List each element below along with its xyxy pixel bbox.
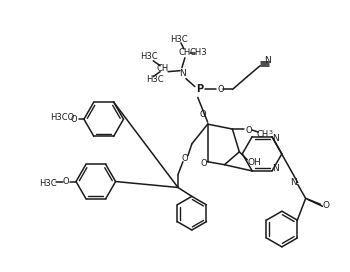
- Text: O: O: [201, 159, 207, 168]
- Text: OH: OH: [247, 158, 261, 167]
- Text: N: N: [290, 178, 297, 187]
- Text: N: N: [273, 134, 279, 143]
- Text: O: O: [217, 85, 224, 94]
- Text: P: P: [196, 85, 203, 94]
- Text: H3C: H3C: [40, 179, 57, 188]
- Text: O: O: [71, 115, 77, 124]
- Text: O: O: [199, 110, 206, 119]
- Text: N: N: [273, 165, 279, 174]
- Text: H3C: H3C: [146, 75, 164, 84]
- Text: CH: CH: [257, 129, 269, 138]
- Text: CH: CH: [157, 64, 169, 73]
- Text: O: O: [182, 154, 188, 163]
- Text: 3: 3: [268, 129, 272, 135]
- Text: O: O: [323, 201, 330, 210]
- Text: H3C: H3C: [140, 52, 158, 61]
- Text: N: N: [264, 56, 271, 65]
- Text: CH: CH: [179, 48, 191, 57]
- Text: O: O: [246, 126, 253, 135]
- Text: H3C: H3C: [170, 35, 188, 45]
- Text: O: O: [63, 177, 69, 186]
- Text: H3CO: H3CO: [50, 113, 74, 122]
- Text: CH3: CH3: [190, 48, 208, 57]
- Text: N: N: [180, 69, 186, 78]
